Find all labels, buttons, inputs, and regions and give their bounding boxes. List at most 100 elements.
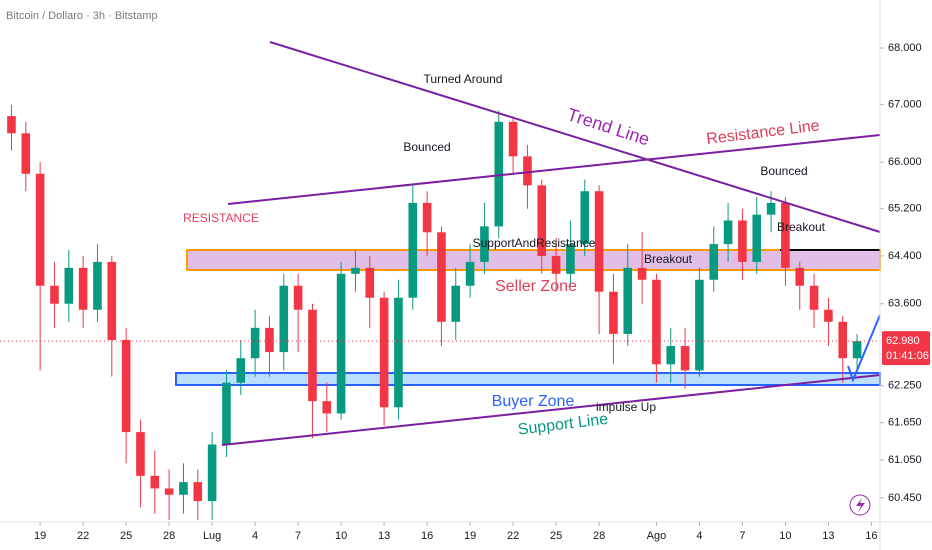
candle-body — [623, 267, 633, 334]
x-tick-label: 19 — [34, 530, 46, 542]
candle-body — [652, 279, 661, 365]
plot — [7, 104, 862, 521]
candle-body — [795, 267, 805, 286]
annotation: SupportAndResistance — [473, 236, 596, 250]
y-tick-label: 61.050 — [888, 454, 922, 466]
candle-body — [809, 285, 819, 310]
candle-body — [236, 358, 246, 383]
y-tick-label: 65.200 — [888, 203, 922, 215]
annotation: Breakout — [777, 220, 826, 234]
annotation: Bounced — [403, 140, 450, 154]
annotation: Breakout — [644, 252, 693, 266]
candle-body — [351, 267, 360, 274]
annotation: impulse Up — [596, 400, 656, 414]
candle-body — [723, 220, 733, 245]
x-tick-label: 4 — [252, 530, 258, 542]
x-tick-label: Ago — [647, 530, 667, 542]
candle-body — [523, 156, 532, 186]
x-tick-label: 4 — [696, 530, 702, 542]
support-line — [221, 374, 881, 446]
candle-body — [365, 267, 375, 298]
candle-body — [838, 321, 848, 359]
x-tick-label: 28 — [593, 530, 605, 542]
annotation: RESISTANCE — [183, 211, 259, 225]
candle-body — [379, 297, 389, 408]
candle-body — [136, 432, 145, 476]
candle-body — [336, 273, 346, 414]
candle-body — [480, 226, 489, 262]
x-tick-label: 7 — [295, 530, 301, 542]
arrow — [847, 314, 881, 383]
buyer-zone — [175, 372, 881, 386]
candle-body — [93, 261, 102, 310]
candle-body — [551, 255, 561, 274]
x-tick-label: 10 — [335, 530, 347, 542]
candle-body — [107, 261, 117, 340]
candle-body — [465, 261, 475, 286]
annotation: Turned Around — [424, 72, 503, 86]
candle-body — [609, 291, 618, 334]
x-tick-label: Lug — [203, 530, 221, 542]
candle-body — [50, 285, 59, 304]
candle-body — [594, 191, 604, 292]
annotation: Buyer Zone — [492, 393, 575, 410]
last-price-label: 62.980 — [886, 335, 920, 347]
candle-body — [322, 401, 332, 414]
x-tick-label: 22 — [77, 530, 89, 542]
y-tick-label: 68.000 — [888, 42, 922, 54]
candle-body — [824, 309, 833, 322]
candle-body — [752, 214, 762, 262]
candle-body — [738, 220, 747, 262]
x-tick-label: 16 — [865, 530, 877, 542]
candle-body — [222, 382, 231, 445]
candle-body — [35, 173, 45, 286]
x-tick-label: 25 — [550, 530, 562, 542]
candle-body — [7, 116, 16, 134]
x-tick-label: 16 — [421, 530, 433, 542]
candle-body — [781, 202, 790, 268]
seller-zone — [186, 249, 881, 271]
candle-body — [666, 346, 676, 365]
candle-body — [279, 285, 289, 353]
candle-body — [508, 121, 518, 157]
x-tick-label: 13 — [378, 530, 390, 542]
y-tick-label: 62.250 — [888, 380, 922, 392]
y-tick-label: 63.600 — [888, 298, 922, 310]
x-tick-label: 13 — [822, 530, 834, 542]
y-tick-label: 64.400 — [888, 250, 922, 262]
candle-body — [494, 121, 504, 227]
candle-body — [580, 191, 590, 245]
x-tick-label: 7 — [739, 530, 745, 542]
x-tick-label: 28 — [163, 530, 175, 542]
candle-body — [695, 279, 704, 371]
x-tick-label: 22 — [507, 530, 519, 542]
y-tick-label: 60.450 — [888, 492, 922, 504]
annotation: Bounced — [760, 164, 807, 178]
candle-body — [637, 267, 647, 280]
annotation: Seller Zone — [495, 278, 577, 295]
candle-body — [422, 202, 432, 233]
candle-body — [394, 297, 403, 408]
x-tick-label: 25 — [120, 530, 132, 542]
x-tick-label: 10 — [779, 530, 791, 542]
candle-body — [852, 341, 862, 359]
candle-body — [21, 133, 31, 174]
trend-line — [269, 41, 881, 233]
candle-body — [451, 285, 461, 322]
candle-body — [766, 202, 776, 215]
candle-body — [265, 327, 274, 353]
resistance-line — [227, 134, 881, 205]
y-tick-label: 66.000 — [888, 156, 922, 168]
last-price-box — [882, 331, 930, 366]
candle-body — [179, 482, 188, 495]
candle-body — [709, 244, 719, 280]
candle-body — [64, 267, 74, 304]
candle-body — [250, 327, 260, 359]
alert-icon-bolt — [856, 498, 865, 512]
candle-body — [308, 309, 317, 402]
candle-body — [680, 346, 690, 371]
y-tick-label: 61.650 — [888, 417, 922, 429]
candle-body — [293, 285, 303, 310]
x-tick-label: 19 — [464, 530, 476, 542]
